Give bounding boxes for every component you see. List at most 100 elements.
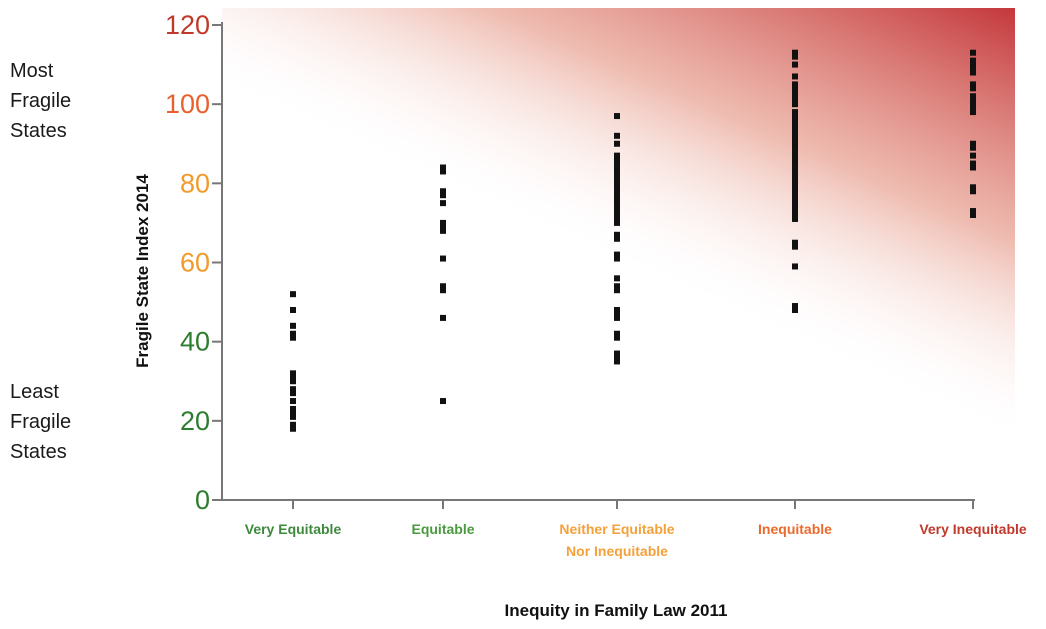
data-point [290,390,296,397]
data-point [792,180,798,187]
data-point [792,188,798,195]
data-point [792,124,798,131]
data-point [970,164,976,171]
data-point [440,398,446,405]
data-point [290,307,296,313]
data-point [792,212,798,218]
data-point [970,105,976,112]
data-point [290,291,296,298]
data-point [792,243,798,250]
data-point [792,215,798,222]
data-point [614,251,620,258]
side-label-line: States [10,441,67,463]
data-point [792,73,798,80]
data-point [614,350,620,357]
data-point [792,208,798,215]
data-point [614,255,620,262]
data-point [792,136,798,143]
data-point [792,204,798,211]
data-point [614,307,620,313]
data-point [792,196,798,203]
data-point [792,144,798,151]
data-point [440,255,446,262]
data-point [792,93,798,100]
data-point [440,219,446,226]
data-point [614,231,620,238]
data-point [792,192,798,199]
data-point [970,152,976,159]
least-fragile-states-label: Least Fragile States [10,377,71,467]
x-axis-ticks: Very Equitable Equitable Neither Equitable… [245,500,1027,559]
data-point [290,370,296,377]
y-tick-label: 0 [195,485,210,515]
data-point [792,97,798,104]
y-tick-label: 20 [180,406,210,436]
data-point [614,287,620,294]
data-point [792,152,798,159]
data-point [440,314,446,321]
data-point [290,409,296,416]
data-point [614,314,620,321]
data-point [970,188,976,195]
data-point [792,117,798,123]
data-point [792,239,798,246]
data-point [792,132,798,139]
data-point [614,192,620,199]
data-point [792,176,798,183]
data-point [970,140,976,147]
data-point [290,405,296,412]
data-point [792,160,798,167]
data-point [970,85,976,92]
data-point [614,330,620,337]
x-tick-label: Nor Inequitable [566,543,668,559]
data-point [290,374,296,381]
data-point [614,176,620,183]
data-point [290,421,296,428]
data-point [290,425,296,432]
data-point [290,334,296,341]
side-label-line: Least [10,381,59,403]
data-point [440,188,446,195]
y-tick-label: 120 [165,10,210,40]
data-point [970,93,976,100]
data-point [440,168,446,175]
data-point [614,200,620,207]
data-point [970,61,976,68]
data-point [970,69,976,76]
data-point [792,128,798,135]
data-point [614,180,620,187]
data-point [614,113,620,120]
data-point [792,81,798,88]
data-point [290,330,296,337]
data-point [792,113,798,120]
data-point [614,188,620,195]
data-point [792,184,798,191]
data-point [792,164,798,171]
data-point [970,101,976,108]
data-point [970,160,976,167]
data-point [792,85,798,92]
data-point [614,275,620,282]
side-label-line: States [10,120,67,142]
x-tick-label: Very Equitable [245,521,342,537]
y-tick-label: 100 [165,89,210,119]
data-point [970,49,976,56]
side-label-line: Fragile [10,411,72,433]
data-point [970,184,976,191]
data-point [614,283,620,290]
data-point [792,120,798,127]
x-tick-label: Very Inequitable [919,521,1027,537]
data-point [614,235,620,242]
data-point [970,212,976,218]
data-point [792,89,798,96]
most-fragile-states-label: Most Fragile States [10,56,71,146]
data-point [614,168,620,175]
data-point [970,208,976,215]
y-tick-label: 60 [180,248,210,278]
x-axis-title: Inequity in Family Law 2011 [505,601,728,620]
data-point [614,204,620,211]
data-point [970,144,976,151]
data-point [792,168,798,175]
data-point [614,160,620,167]
